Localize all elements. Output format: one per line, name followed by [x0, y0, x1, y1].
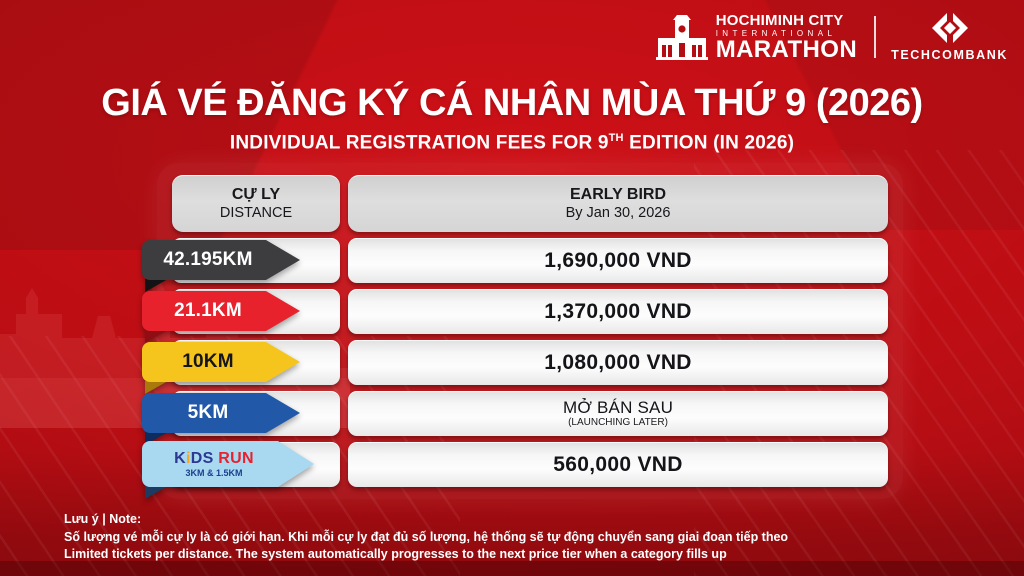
kidsrun-logo: KiDS RUN 3KM & 1.5KM: [150, 444, 278, 484]
kidsrun-letter-k: K: [174, 449, 186, 467]
distance-badge-21km: 21.1KM: [142, 291, 300, 343]
kidsrun-wordmark: KiDS RUN: [174, 449, 254, 467]
distance-badge-42km: 42.195KM: [142, 240, 300, 292]
price-value-42km: 1,690,000 VND: [544, 248, 692, 272]
distance-label-5km: 5KM: [187, 402, 229, 423]
marathon-wordmark: HOCHIMINH CITY INTERNATIONAL MARATHON: [715, 12, 858, 63]
distance-label-42km: 42.195KM: [163, 249, 253, 270]
distance-badge-10km: 10KM: [142, 342, 300, 394]
note-line-vi: Số lượng vé mỗi cự ly là có giới hạn. Kh…: [64, 529, 789, 544]
header-cell-early-bird: EARLY BIRD By Jan 30, 2026: [348, 175, 888, 232]
subtitle-ordinal: TH: [608, 132, 624, 144]
distance-cell-21km: 21.1KM: [142, 289, 340, 343]
distance-header-en: DISTANCE: [219, 205, 293, 221]
header-cell-distance: CỰ LY DISTANCE: [172, 175, 340, 232]
page-subtitle: INDIVIDUAL REGISTRATION FEES FOR 9TH EDI…: [0, 132, 1024, 154]
subtitle-text-end: EDITION (IN 2026): [623, 132, 795, 154]
brand-divider: [874, 16, 877, 58]
distance-label-10km: 10KM: [182, 351, 234, 372]
footer-note: Lưu ý | Note: Số lượng vé mỗi cự ly là c…: [64, 511, 788, 564]
marathon-wordmark-city: HOCHIMINH CITY: [715, 12, 844, 29]
distance-header-vi: CỰ LY: [231, 186, 281, 203]
kidsrun-letters-ds: DS: [190, 449, 214, 467]
subtitle-text: INDIVIDUAL REGISTRATION FEES FOR 9: [229, 132, 609, 154]
pricing-table: CỰ LY DISTANCE EARLY BIRD By Jan 30, 202…: [142, 175, 888, 499]
distance-badge-5km: 5KM: [142, 393, 300, 445]
marathon-wordmark-marathon: MARATHON: [715, 36, 858, 63]
techcombank-wordmark: TECHCOMBANK: [891, 48, 1008, 62]
price-cell-5km: MỞ BÁN SAU (LAUNCHING LATER): [348, 391, 888, 436]
price-value-21km: 1,370,000 VND: [544, 299, 692, 323]
distance-cell-10km: 10KM: [142, 340, 340, 394]
price-cell-10km: 1,080,000 VND: [348, 340, 888, 385]
bottom-dark-band: [0, 561, 1024, 576]
price-cell-21km: 1,370,000 VND: [348, 289, 888, 334]
kidsrun-letter-i: i: [185, 449, 191, 467]
price-cell-kidsrun: 560,000 VND: [348, 442, 888, 487]
page-title: GIÁ VÉ ĐĂNG KÝ CÁ NHÂN MÙA THỨ 9 (2026): [101, 82, 923, 124]
early-bird-deadline: By Jan 30, 2026: [565, 205, 671, 221]
note-line-en: Limited tickets per distance. The system…: [64, 547, 727, 561]
marathon-wordmark-international: INTERNATIONAL: [715, 29, 837, 38]
kidsrun-word-run: RUN: [218, 449, 254, 467]
note-heading: Lưu ý | Note:: [64, 512, 142, 526]
techcombank-logo: TECHCOMBANK: [891, 12, 1008, 62]
brand-bar: HOCHIMINH CITY INTERNATIONAL MARATHON TE…: [655, 12, 1008, 63]
early-bird-header: EARLY BIRD: [569, 186, 667, 203]
price-value-kidsrun: 560,000 VND: [553, 452, 683, 476]
techcombank-gem-icon: [931, 13, 968, 43]
price-value-10km: 1,080,000 VND: [544, 350, 692, 374]
marathon-logo: HOCHIMINH CITY INTERNATIONAL MARATHON: [655, 12, 858, 63]
distance-cell-5km: 5KM: [142, 391, 340, 445]
price-status-5km-en: (LAUNCHING LATER): [568, 417, 668, 428]
ben-thanh-market-icon: [655, 15, 708, 60]
distance-label-21km: 21.1KM: [174, 300, 242, 321]
distance-badge-kidsrun: KiDS RUN 3KM & 1.5KM: [142, 441, 314, 499]
kidsrun-caption: 3KM & 1.5KM: [185, 467, 243, 478]
distance-cell-kidsrun: KiDS RUN 3KM & 1.5KM: [142, 441, 340, 499]
distance-cell-42km: 42.195KM: [142, 238, 340, 292]
price-cell-42km: 1,690,000 VND: [348, 238, 888, 283]
price-status-5km: MỞ BÁN SAU: [562, 398, 674, 417]
